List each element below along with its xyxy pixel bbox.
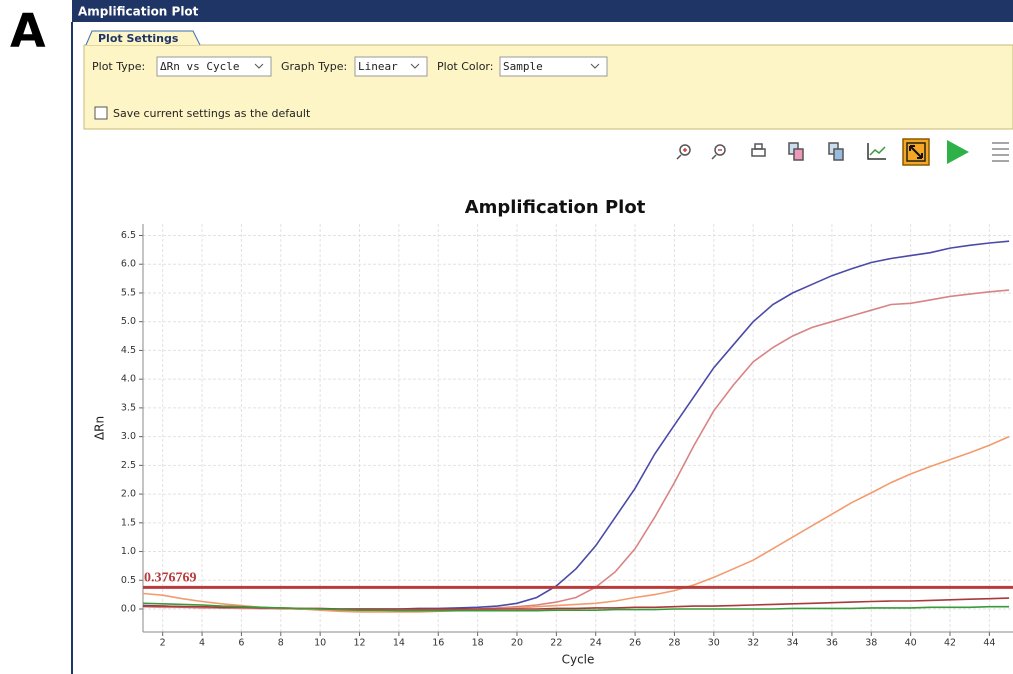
plot-color-value[interactable]: Sample (503, 60, 543, 73)
copy-button[interactable] (788, 142, 804, 161)
plot-type-value[interactable]: ΔRn vs Cycle (160, 60, 239, 73)
checkbox-label[interactable]: Save current settings as the default (113, 107, 311, 120)
graph-type-label: Graph Type: (281, 60, 347, 73)
x-tick-label: 14 (393, 638, 405, 649)
toolbar (676, 138, 1009, 166)
x-tick-label: 34 (787, 638, 799, 649)
chart-title: Amplification Plot (465, 197, 646, 218)
x-tick-label: 44 (983, 638, 995, 649)
y-tick-label: 2.5 (121, 460, 136, 471)
x-tick-label: 40 (905, 638, 917, 649)
y-tick-label: 6.5 (121, 230, 136, 241)
x-tick-label: 26 (629, 638, 641, 649)
zoom-out-button[interactable] (711, 144, 726, 160)
x-tick-label: 12 (353, 638, 365, 649)
graph-type-value[interactable]: Linear (358, 60, 398, 73)
dropdown-arrow[interactable] (410, 63, 420, 69)
y-tick-label: 0.0 (121, 604, 136, 615)
x-axis-label: Cycle (562, 653, 595, 667)
threshold-label: 0.376769 (144, 571, 197, 586)
graph-type-select[interactable] (354, 56, 428, 77)
x-tick-label: 8 (278, 638, 284, 649)
chart-button[interactable] (867, 143, 886, 160)
y-tick-label: 5.0 (121, 316, 136, 327)
export-button[interactable] (828, 142, 844, 161)
y-tick-label: 3.0 (121, 431, 136, 442)
x-tick-label: 36 (826, 638, 838, 649)
x-tick-label: 38 (865, 638, 877, 649)
print-button[interactable] (751, 143, 766, 157)
amplification-curve (143, 240, 1010, 610)
plot-color-select[interactable] (499, 56, 608, 77)
x-tick-label: 16 (432, 638, 444, 649)
list-button[interactable] (992, 142, 1009, 162)
y-tick-label: 6.0 (121, 259, 136, 270)
tab-label[interactable]: Plot Settings (98, 32, 179, 45)
dropdown-arrow[interactable] (254, 63, 264, 69)
x-tick-label: 10 (314, 638, 326, 649)
fit-button[interactable] (902, 138, 930, 166)
plot-type-label: Plot Type: (92, 60, 145, 73)
amplification-curve (143, 602, 1010, 612)
y-axis-label: ΔRn (93, 416, 107, 440)
x-tick-label: 18 (472, 638, 484, 649)
window-title: Amplification Plot (78, 5, 199, 19)
panel-label: A (10, 4, 46, 58)
run-button[interactable] (947, 140, 969, 164)
y-tick-label: 3.5 (121, 402, 136, 413)
dropdown-arrow[interactable] (590, 63, 600, 69)
plot-type-select[interactable] (156, 56, 272, 77)
x-tick-label: 2 (160, 638, 166, 649)
y-tick-label: 4.0 (121, 374, 136, 385)
amplification-curve (143, 435, 1010, 613)
x-tick-label: 24 (590, 638, 602, 649)
settings-tab[interactable] (85, 30, 201, 46)
y-tick-label: 4.5 (121, 345, 136, 356)
checkbox[interactable] (94, 106, 108, 120)
x-tick-label: 6 (238, 638, 244, 649)
y-tick-label: 5.5 (121, 287, 136, 298)
title-bar (72, 0, 1013, 22)
plot-area (143, 240, 1010, 613)
x-tick-label: 22 (550, 638, 562, 649)
x-tick-label: 28 (668, 638, 680, 649)
plot-color-label: Plot Color: (437, 60, 493, 73)
x-tick-label: 32 (747, 638, 759, 649)
x-tick-label: 4 (199, 638, 205, 649)
x-tick-label: 42 (944, 638, 956, 649)
y-tick-label: 1.5 (121, 517, 136, 528)
y-tick-label: 0.5 (121, 575, 136, 586)
y-tick-label: 2.0 (121, 489, 136, 500)
x-tick-label: 30 (708, 638, 720, 649)
amplification-curve (143, 289, 1010, 612)
zoom-in-button[interactable] (676, 144, 691, 160)
y-tick-label: 1.0 (121, 546, 136, 557)
x-tick-label: 20 (511, 638, 523, 649)
